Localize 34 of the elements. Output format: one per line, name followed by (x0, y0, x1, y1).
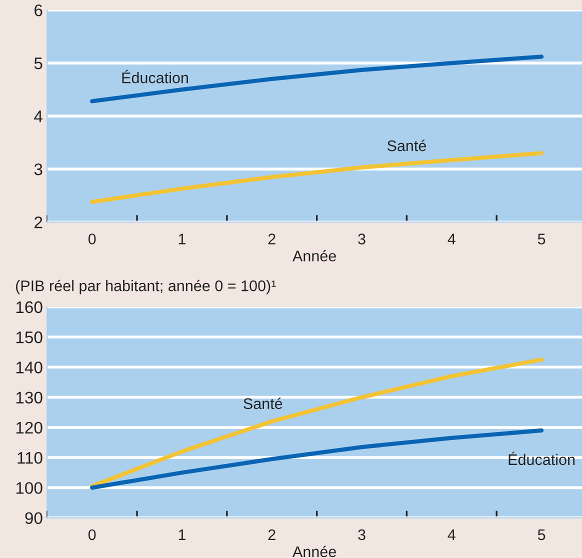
series-label: Santé (244, 398, 282, 410)
y-tick-label: 110 (18, 452, 42, 464)
x-tick-label: 2 (268, 234, 276, 244)
y-tick-label: 4 (34, 110, 42, 122)
y-tick-label: 140 (16, 362, 42, 374)
x-tick-label: 5 (538, 234, 546, 244)
x-tick-label: 2 (268, 529, 276, 540)
series-label: Éducation (508, 452, 575, 466)
line-series (90, 54, 544, 104)
y-tick-label: 100 (16, 482, 42, 494)
x-tick-label: 5 (538, 529, 546, 540)
y-tick-label: 3 (34, 163, 42, 176)
x-tick-label: 4 (448, 529, 456, 540)
y-tick-label: 120 (16, 422, 42, 434)
y-tick-label: 90 (25, 512, 42, 524)
x-tick-label: 0 (88, 234, 96, 244)
x-tick-label: 1 (178, 529, 186, 540)
x-axis-title: Année (292, 546, 336, 558)
y-tick-label: 2 (34, 216, 42, 228)
x-tick-label: 0 (88, 529, 96, 540)
chart-subtitle: (PIB réel par habitant; année 0 = 100)¹ (16, 280, 276, 294)
series-label: Éducation (122, 70, 188, 84)
line-series (90, 151, 544, 204)
x-tick-label: 4 (448, 234, 456, 244)
y-tick-label: 160 (16, 301, 42, 314)
x-tick-label: 3 (358, 529, 366, 540)
x-tick-label: 3 (358, 234, 366, 244)
x-tick-label: 1 (178, 234, 186, 244)
y-tick-label: 130 (16, 392, 42, 404)
x-axis-title: Année (292, 250, 336, 262)
y-tick-label: 6 (34, 4, 42, 16)
series-label: Santé (387, 140, 426, 152)
y-tick-label: 5 (34, 58, 42, 70)
y-tick-label: 150 (16, 331, 42, 344)
